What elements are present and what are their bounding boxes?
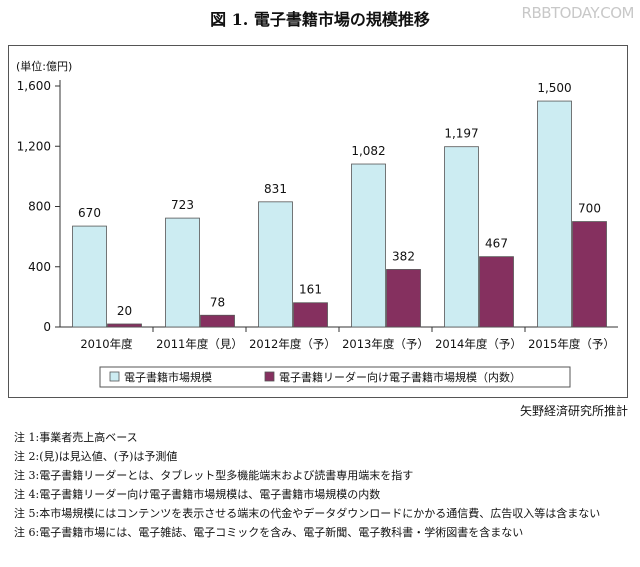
note-label: 注 1: <box>14 431 40 444</box>
y-tick-label: 800 <box>28 200 51 214</box>
data-label: 831 <box>264 182 287 196</box>
legend-box <box>99 366 571 388</box>
bar-market-size <box>258 201 293 328</box>
data-label: 161 <box>299 283 322 297</box>
x-tick-label: 2010年度 <box>80 337 133 351</box>
bar-market-size <box>537 100 572 328</box>
bar-chart: (単位:億円) 0 400 800 1,200 1,600 2010年度 670 20 2011年… <box>16 59 618 388</box>
bar-market-size <box>351 163 386 328</box>
note-label: 注 5: <box>14 507 40 520</box>
note-text: 電子書籍リーダー向け電子書籍市場規模は、電子書籍市場規模の内数 <box>39 488 381 501</box>
y-tick-label: 1,600 <box>17 79 51 93</box>
bar-reader-market-size <box>386 269 421 328</box>
bar-market-size <box>72 225 107 328</box>
note-text: 電子書籍市場には、電子雑誌、電子コミックを含み、電子新聞、電子教科書・学術図書を… <box>39 526 524 539</box>
note-1: 注 1: 事業者売上高ベース <box>14 428 626 447</box>
watermark: RBBTODAY.COM <box>521 4 635 22</box>
note-label: 注 3: <box>14 469 40 482</box>
x-tick-label: 2011年度（見） <box>156 337 243 351</box>
note-4: 注 4: 電子書籍リーダー向け電子書籍市場規模は、電子書籍市場規模の内数 <box>14 485 626 504</box>
data-label: 382 <box>392 249 415 263</box>
note-3: 注 3: 電子書籍リーダーとは、タブレット型多機能端末および読書専用端末を指す <box>14 466 626 485</box>
note-text: (見)は見込値、(予)は予測値 <box>39 450 178 463</box>
note-text: 事業者売上高ベース <box>39 431 138 444</box>
bar-reader-market-size <box>479 256 514 328</box>
data-label: 78 <box>210 295 225 309</box>
note-2: 注 2: (見)は見込値、(予)は予測値 <box>14 447 626 466</box>
note-label: 注 2: <box>14 450 40 463</box>
x-tick-label: 2015年度（予） <box>528 337 615 351</box>
y-tick-label: 1,200 <box>17 139 51 153</box>
y-tick-label: 0 <box>43 320 51 334</box>
data-label: 700 <box>578 202 601 216</box>
data-label: 1,197 <box>444 127 478 141</box>
x-tick-label: 2012年度（予） <box>249 337 336 351</box>
note-label: 注 4: <box>14 488 40 501</box>
legend-swatch-reader <box>264 371 275 382</box>
note-text: 電子書籍リーダーとは、タブレット型多機能端末および読書専用端末を指す <box>39 469 414 482</box>
chart-title: 図 1. 電子書籍市場の規模推移 <box>210 10 430 29</box>
unit-label: (単位:億円) <box>16 59 72 73</box>
notes: 注 1: 事業者売上高ベース 注 2: (見)は見込値、(予)は予測値 注 3:… <box>14 428 626 542</box>
x-tick-label: 2013年度（予） <box>342 337 429 351</box>
x-tick-label: 2014年度（予） <box>435 337 522 351</box>
data-label: 1,082 <box>351 144 385 158</box>
chart-frame <box>8 45 628 398</box>
data-label: 20 <box>117 304 132 318</box>
bar-reader-market-size <box>107 323 142 328</box>
bar-reader-market-size <box>200 314 235 328</box>
note-label: 注 6: <box>14 526 40 539</box>
note-6: 注 6: 電子書籍市場には、電子雑誌、電子コミックを含み、電子新聞、電子教科書・… <box>14 523 626 542</box>
source-credit: 矢野経済研究所推計 <box>519 404 628 418</box>
data-label: 723 <box>171 198 194 212</box>
data-label: 1,500 <box>537 81 571 95</box>
legend-label-market: 電子書籍市場規模 <box>124 370 212 384</box>
bar-market-size <box>444 146 479 328</box>
note-5: 注 5: 本市場規模にはコンテンツを表示させる端末の代金やデータダウンロードにか… <box>14 504 626 523</box>
note-text: 本市場規模にはコンテンツを表示させる端末の代金やデータダウンロードにかかる通信費… <box>39 507 601 520</box>
bar-reader-market-size <box>293 302 328 328</box>
bar-reader-market-size <box>572 221 607 328</box>
data-label: 670 <box>78 206 101 220</box>
bar-market-size <box>165 217 200 328</box>
legend-label-reader: 電子書籍リーダー向け電子書籍市場規模（内数） <box>279 370 521 384</box>
y-tick-label: 400 <box>28 260 51 274</box>
legend-swatch-market <box>109 371 120 382</box>
data-label: 467 <box>485 237 508 251</box>
